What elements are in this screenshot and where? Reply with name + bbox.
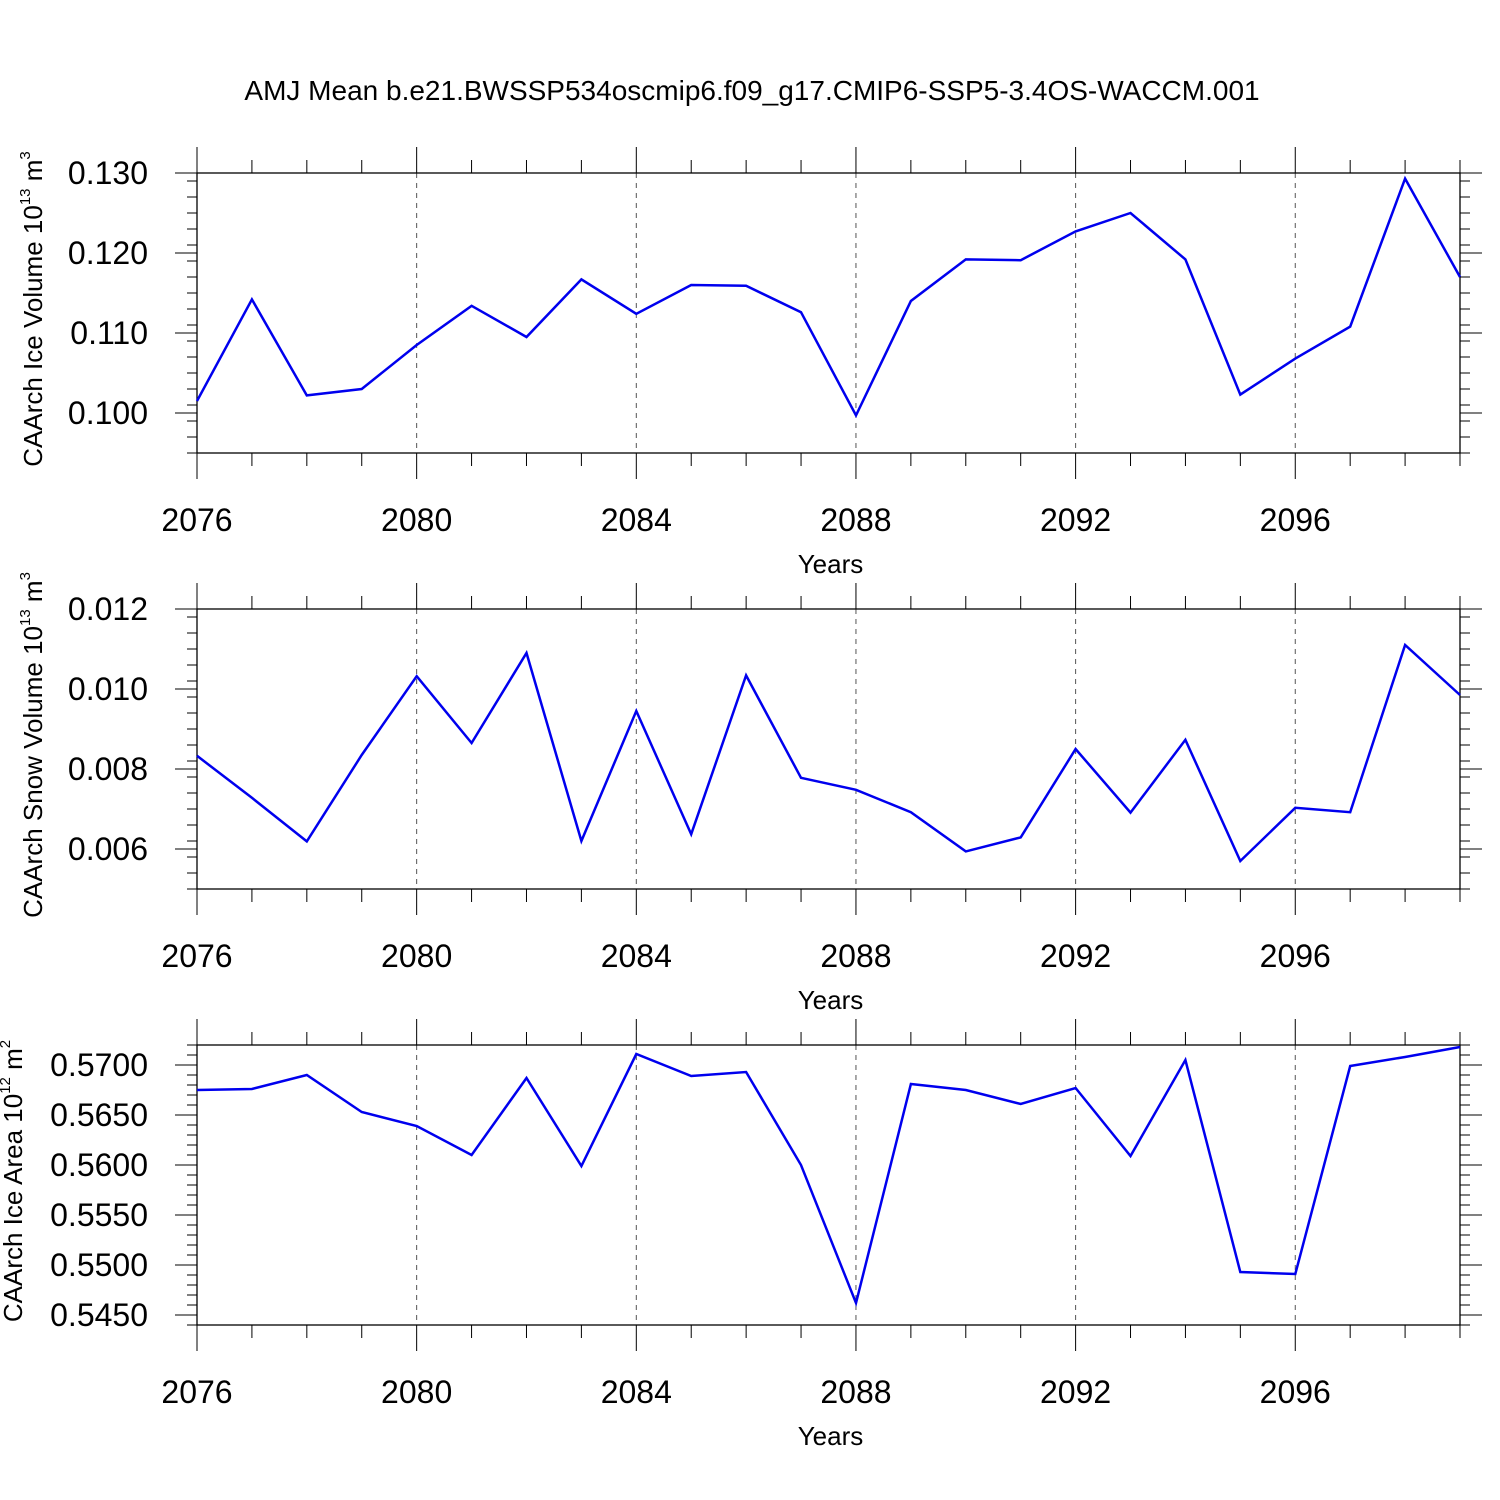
x-tick-label: 2088 [820, 938, 891, 974]
y-tick-label: 0.006 [68, 831, 148, 867]
y-tick-label: 0.5500 [50, 1247, 148, 1283]
y-tick-label: 0.130 [68, 155, 148, 191]
x-tick-label: 2092 [1040, 938, 1111, 974]
plot-frame [196, 172, 1461, 454]
x-tick-label: 2096 [1260, 1374, 1331, 1410]
y-tick-label: 0.012 [68, 591, 148, 627]
x-tick-label: 2084 [601, 1374, 672, 1410]
chart-panel-1: 2076 2080 2084 2088 2092 2096 Years 0.100 0.110 0… [17, 147, 1482, 579]
plot-frame [196, 1044, 1461, 1326]
series-line [196, 1045, 1461, 1308]
y-tick-label: 0.5700 [50, 1047, 148, 1083]
y-tick-label: 0.110 [70, 315, 148, 351]
x-tick-label: 2076 [161, 938, 232, 974]
y-axis-label: CAArch Ice Volume 1013 m3 [17, 151, 48, 467]
x-tick-label: 2076 [161, 502, 232, 538]
y-tick-label: 0.5650 [50, 1097, 148, 1133]
y-tick-label: 0.100 [68, 395, 148, 431]
y-tick-label: 0.008 [68, 751, 148, 787]
x-tick-label: 2084 [601, 502, 672, 538]
x-tick-label: 2080 [381, 1374, 452, 1410]
x-tick-label: 2096 [1260, 502, 1331, 538]
x-tick-label: 2088 [820, 1374, 891, 1410]
series-line [196, 642, 1461, 864]
x-tick-label: 2080 [381, 502, 452, 538]
y-tick-label: 0.5450 [50, 1297, 148, 1333]
chart-title: AMJ Mean b.e21.BWSSP534oscmip6.f09_g17.C… [244, 75, 1259, 106]
y-axis-label: CAArch Snow Volume 1013 m3 [17, 572, 48, 918]
x-axis-label: Years [798, 1421, 864, 1451]
chart-panel-3: 2076 2080 2084 2088 2092 2096 Years 0.5450 0.550… [0, 1019, 1482, 1451]
x-tick-label: 2092 [1040, 502, 1111, 538]
y-tick-label: 0.010 [68, 671, 148, 707]
x-tick-label: 2096 [1260, 938, 1331, 974]
series-line [195, 175, 1462, 419]
y-tick-label: 0.5550 [50, 1197, 148, 1233]
chart-panel-2: 2076 2080 2084 2088 2092 2096 Years 0.006 0.008 0… [17, 572, 1482, 1015]
plot-frame [196, 608, 1461, 890]
x-axis-label: Years [798, 985, 864, 1015]
x-axis-label: Years [798, 549, 864, 579]
y-tick-label: 0.120 [68, 235, 148, 271]
x-tick-label: 2076 [161, 1374, 232, 1410]
x-tick-label: 2084 [601, 938, 672, 974]
y-tick-label: 0.5600 [50, 1147, 148, 1183]
x-tick-label: 2092 [1040, 1374, 1111, 1410]
y-axis-label: CAArch Ice Area 1012 m2 [0, 1040, 28, 1322]
x-tick-label: 2080 [381, 938, 452, 974]
x-tick-label: 2088 [820, 502, 891, 538]
